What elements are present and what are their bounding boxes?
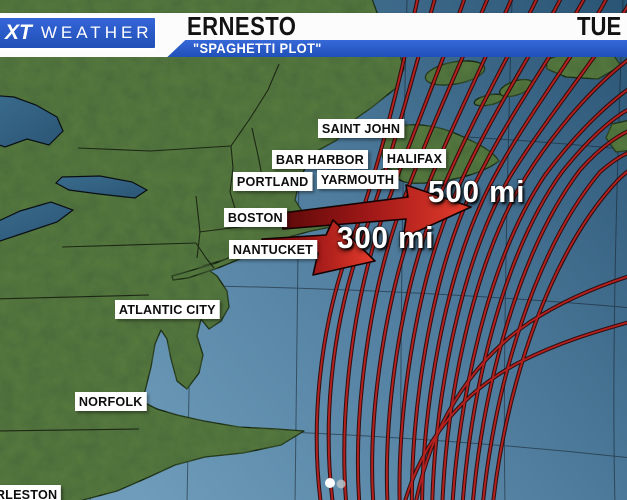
lake-erie [0, 201, 75, 242]
land-long-island [171, 253, 241, 281]
logo-text: WEATHER [40, 23, 153, 42]
logo-bold-text: XT [5, 21, 32, 44]
track-line [472, 130, 627, 500]
track-line [327, 0, 436, 500]
lake-huron [0, 95, 64, 148]
track-line [404, 321, 627, 500]
distance-arrows [261, 184, 472, 276]
distance-label-500mi: 500 mi [428, 174, 526, 209]
city-label-portland: PORTLAND [233, 172, 313, 191]
city-label-boston: BOSTON [224, 208, 287, 227]
storm-title: ERNESTO [187, 11, 297, 41]
track-line [492, 170, 627, 500]
city-label-bar-harbor: BAR HARBOR [272, 150, 368, 169]
city-label-yarmouth: YARMOUTH [317, 170, 399, 189]
track-line [441, 59, 627, 500]
track-line [482, 152, 627, 500]
carousel-dots [325, 478, 346, 489]
city-label-charleston-cut: RLESTON [0, 485, 62, 500]
distance-label-300mi: 300 mi [337, 220, 435, 255]
great-lakes [0, 95, 149, 242]
city-label-nantucket: NANTUCKET [229, 240, 317, 259]
track-line [451, 89, 627, 500]
city-label-halifax: HALIFAX [383, 149, 447, 168]
city-label-norfolk: NORFOLK [75, 392, 147, 411]
track-line [415, 275, 627, 500]
day-label: TUE [577, 11, 622, 41]
carousel-dot[interactable] [336, 479, 346, 489]
carousel-dot-active[interactable] [325, 478, 335, 488]
track-line [461, 109, 627, 500]
arrow-500mi [281, 184, 472, 239]
next-weather-logo: XT WEATHER [0, 15, 158, 51]
borders [0, 63, 280, 432]
city-label-saint-john: SAINT JOHN [318, 119, 405, 138]
subtitle-text: "SPAGHETTI PLOT" [193, 40, 322, 56]
lake-ontario [55, 175, 149, 199]
city-label-atlantic-city: ATLANTIC CITY [115, 300, 220, 319]
